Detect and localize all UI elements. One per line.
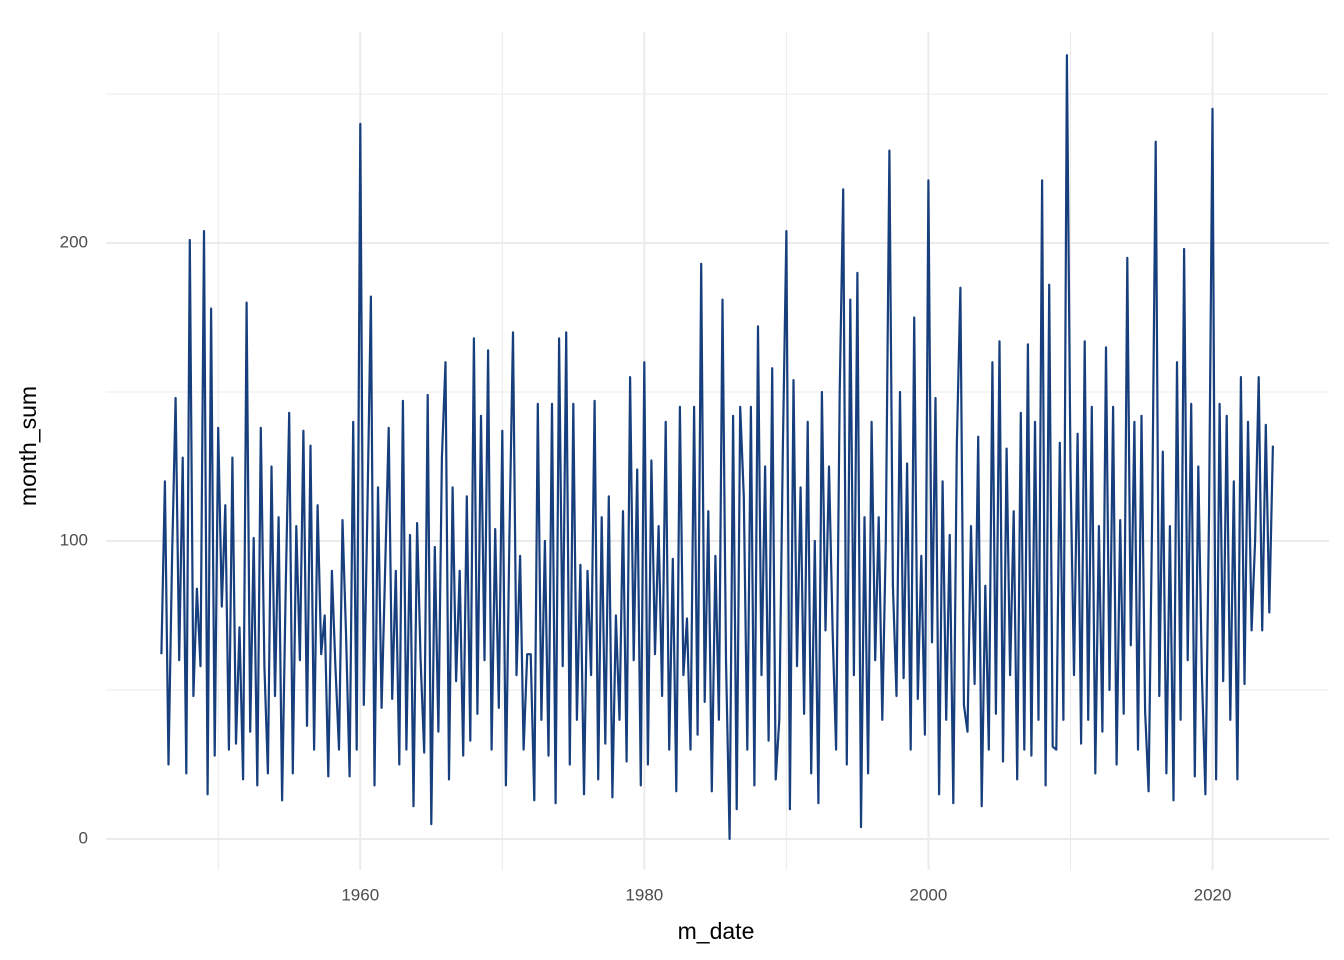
x-tick-label: 1980 [625, 885, 663, 904]
marks [160, 54, 1274, 841]
x-tick-label: 1960 [341, 885, 379, 904]
y-tick-label: 0 [79, 828, 88, 847]
y-axis-title: month_sum [15, 386, 41, 506]
line [160, 54, 1274, 841]
y-tick-label: 200 [60, 232, 88, 251]
x-axis-title: m_date [678, 918, 755, 944]
x-tick-label: 2020 [1194, 885, 1232, 904]
y-tick-label: 100 [60, 530, 88, 549]
x-tick-label: 2000 [910, 885, 948, 904]
